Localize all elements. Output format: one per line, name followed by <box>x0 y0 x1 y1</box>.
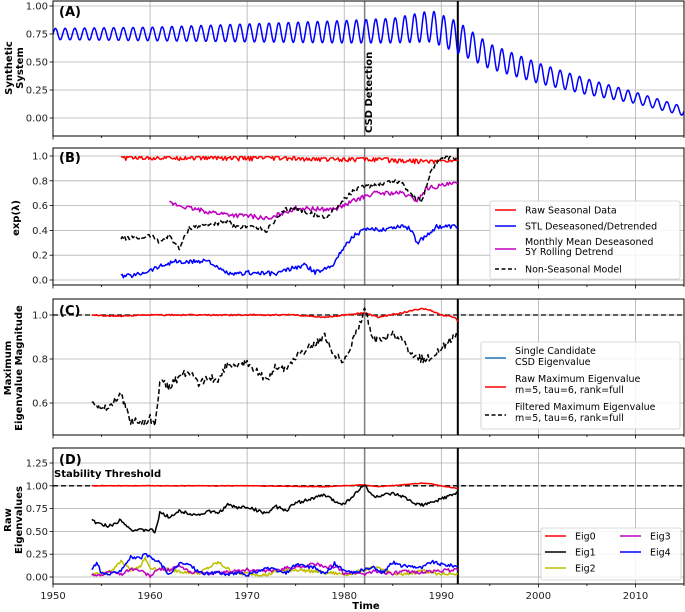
axes-frame <box>52 447 685 585</box>
series-eig0 <box>91 482 458 490</box>
stability-threshold-label: Stability Threshold <box>54 469 161 480</box>
y-tick-label: 0.2 <box>32 251 48 262</box>
y-axis-label-b: exp(λ) <box>11 200 22 236</box>
series-synthetic-system <box>53 10 684 116</box>
legend-entry-stl: STL Deseasoned/Detrended <box>525 222 657 233</box>
series-filtered-maximum-eigenvalue <box>91 307 459 427</box>
panel-b-series <box>120 155 459 279</box>
y-tick-label: 0.50 <box>26 527 48 538</box>
y-tick-label: 1.0 <box>32 152 48 163</box>
y-tick-label: 1.00 <box>26 2 48 13</box>
legend-entry-single-candidate: Single Candidate <box>515 346 596 357</box>
legend-entry-eig2: Eig2 <box>575 564 596 575</box>
y-tick-label: 0.00 <box>26 573 48 584</box>
legend-entry-monthly-mean-2: 5Y Rolling Detrend <box>525 247 613 258</box>
y-tick-label: 0.75 <box>26 30 48 41</box>
legend-entry-non-seasonal: Non-Seasonal Model <box>525 265 622 276</box>
panel-d-series <box>91 482 459 578</box>
series-non-seasonal-model <box>120 155 459 251</box>
x-axis-label: Time <box>352 601 380 612</box>
legend-entry-filtered-max-2: m=5, tau=6, rank=full <box>515 413 624 424</box>
axes-frames <box>52 0 685 585</box>
series-eig1 <box>91 484 459 534</box>
axes-frame <box>52 147 685 286</box>
y-tick-label: 0.25 <box>26 550 48 561</box>
series-stl-deseasoned-detrended <box>120 223 459 279</box>
y-tick-label: 1.0 <box>32 311 48 322</box>
y-label-line: Raw <box>3 508 14 532</box>
y-label-line: Eigenvalues <box>14 486 25 554</box>
x-tick-label: 1950 <box>40 591 65 602</box>
y-tick-label: 0.0 <box>32 276 48 287</box>
x-tick-label: 1990 <box>429 591 454 602</box>
y-label-line: Maximum <box>3 341 14 396</box>
series-eig4 <box>91 552 459 577</box>
y-tick-label: 0.75 <box>26 504 48 515</box>
series-raw-seasonal-data <box>120 155 459 165</box>
y-tick-label: 0.00 <box>26 114 48 125</box>
legend-entry-eig1: Eig1 <box>575 548 596 559</box>
series-monthly-mean-deseasoned <box>168 181 458 221</box>
panel-label-d: (D) <box>59 453 82 468</box>
csd-detection-annotation: CSD Detection <box>364 52 375 133</box>
legend-entry-single-candidate-2: CSD Eigenvalue <box>515 357 591 368</box>
y-axis-label-a: Synthetic System <box>4 41 26 95</box>
y-label-line: Synthetic <box>4 41 15 95</box>
legend-entry-filtered-max: Filtered Maximum Eigenvalue <box>515 402 656 413</box>
y-axis-label-d: Raw Eigenvalues <box>3 486 25 554</box>
data-series <box>53 10 684 578</box>
legend-entry-raw-max: Raw Maximum Eigenvalue <box>515 374 640 385</box>
legend-entry-eig3: Eig3 <box>650 532 671 543</box>
x-tick-label: 2000 <box>526 591 551 602</box>
legend-d: Eig0 Eig1 Eig2 Eig3 Eig4 <box>540 527 682 581</box>
y-tick-label: 0.8 <box>32 355 48 366</box>
y-tick-label: 0.50 <box>26 58 48 69</box>
legend-entry-eig0: Eig0 <box>575 532 596 543</box>
x-tick-label: 1980 <box>332 591 357 602</box>
legend-entry-eig4: Eig4 <box>650 548 671 559</box>
axes-frame <box>52 298 685 436</box>
legend-entry-monthly-mean: Monthly Mean Deseasoned <box>525 237 653 248</box>
y-tick-label: 0.6 <box>32 399 48 410</box>
event-lines <box>363 1 459 584</box>
axis-ticks: 0.00 0.25 0.50 0.75 1.00 0.0 0.2 0.4 0.6 0.8 1.0 0.… <box>26 2 685 602</box>
y-tick-label: 0.6 <box>32 201 48 212</box>
y-label-line: System <box>15 47 26 89</box>
legend-c: Single Candidate CSD Eigenvalue Raw Maxi… <box>480 341 681 430</box>
x-tick-label: 1960 <box>137 591 162 602</box>
legend-entry-raw-seasonal: Raw Seasonal Data <box>525 206 617 217</box>
panel-label-c: (C) <box>59 304 80 319</box>
y-tick-label: 0.4 <box>32 226 48 237</box>
x-tick-label: 2010 <box>623 591 648 602</box>
y-tick-label: 1.00 <box>26 481 48 492</box>
y-axis-label-c: Maximum Eigenvalue Magnitude <box>3 305 25 431</box>
y-label-line: Eigenvalue Magnitude <box>14 305 25 431</box>
csd-detection-label: CSD Detection <box>364 52 375 133</box>
legend-entry-raw-max-2: m=5, tau=6, rank=full <box>515 385 624 396</box>
y-tick-label: 0.8 <box>32 176 48 187</box>
axes-frame <box>52 0 685 137</box>
panel-a-series <box>53 10 684 116</box>
panel-c-series <box>91 307 459 427</box>
y-label-line: exp(λ) <box>11 200 22 236</box>
y-tick-label: 1.25 <box>26 459 48 470</box>
panel-label-b: (B) <box>59 151 81 166</box>
y-tick-label: 0.25 <box>26 86 48 97</box>
panel-label-a: (A) <box>59 5 81 20</box>
x-tick-label: 1970 <box>234 591 259 602</box>
legend-b: Raw Seasonal Data STL Deseasoned/Detrend… <box>489 200 681 280</box>
series-raw-maximum-eigenvalue <box>91 307 459 322</box>
